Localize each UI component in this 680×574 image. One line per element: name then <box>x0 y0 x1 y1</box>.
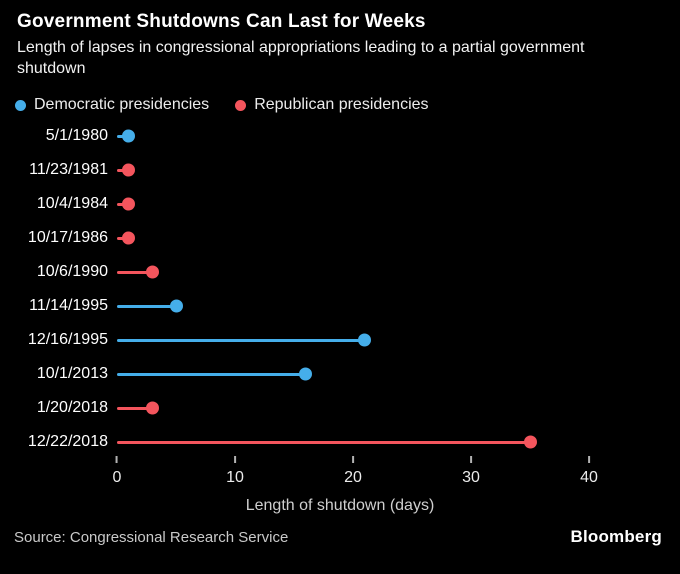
lollipop-stem <box>117 440 530 444</box>
lollipop-stem <box>117 270 153 274</box>
data-point-dot <box>358 333 372 347</box>
category-date-label: 11/23/1981 <box>29 161 108 178</box>
chart-row: 5/1/1980 <box>12 119 668 153</box>
lollipop-stem <box>117 372 306 376</box>
lollipop-chart: 5/1/1980 11/23/1981 10/4/1984 10/17/1986 10/… <box>12 119 668 459</box>
category-date-label: 12/22/2018 <box>27 433 108 450</box>
tick-label: 10 <box>226 469 244 486</box>
bloomberg-logo: Bloomberg <box>570 527 662 546</box>
lollipop-track <box>117 119 668 153</box>
lollipop-track <box>117 187 668 221</box>
data-point-dot <box>145 401 159 415</box>
chart-row: 10/1/2013 <box>12 357 668 391</box>
footer: Source: Congressional Research Service B… <box>14 527 662 547</box>
lollipop-track <box>117 425 668 459</box>
tick-mark <box>469 456 472 463</box>
category-date-label: 10/6/1990 <box>36 263 108 280</box>
category-date-label: 12/16/1995 <box>27 331 108 348</box>
tick-label: 40 <box>580 469 598 486</box>
data-point-dot <box>523 435 537 449</box>
chart-title: Government Shutdowns Can Last for Weeks <box>17 11 426 32</box>
chart-row: 11/14/1995 <box>12 289 668 323</box>
legend-label: Republican presidencies <box>254 96 429 113</box>
chart-row: 10/17/1986 <box>12 221 668 255</box>
republican-dot-icon <box>235 99 247 111</box>
democratic-dot-icon <box>15 99 26 111</box>
category-date-label: 10/1/2013 <box>36 365 108 382</box>
data-point-dot <box>122 129 136 143</box>
lollipop-track <box>117 221 668 255</box>
tick-label: 0 <box>112 469 122 486</box>
data-point-dot <box>122 231 136 245</box>
chart-row: 10/6/1990 <box>12 255 668 289</box>
tick-mark <box>351 456 354 463</box>
data-point-dot <box>299 367 313 381</box>
category-date-label: 1/20/2018 <box>36 399 108 416</box>
x-axis-tick: 30 <box>462 456 480 487</box>
lollipop-track <box>117 357 668 391</box>
category-date-label: 11/14/1995 <box>29 297 108 314</box>
tick-mark <box>587 456 590 463</box>
chart-row: 10/4/1984 <box>12 187 668 221</box>
x-axis-tick: 40 <box>580 456 598 487</box>
chart-row: 12/22/2018 <box>12 425 668 459</box>
lollipop-track <box>117 153 668 187</box>
data-point-dot <box>122 197 136 211</box>
tick-label: 30 <box>462 469 480 486</box>
category-date-label: 5/1/1980 <box>45 127 108 144</box>
chart-row: 12/16/1995 <box>12 323 668 357</box>
lollipop-track <box>117 255 668 289</box>
x-axis-tick: 0 <box>112 456 122 487</box>
lollipop-stem <box>117 406 153 410</box>
chart-row: 11/23/1981 <box>12 153 668 187</box>
chart-subtitle: Length of lapses in congressional approp… <box>17 39 585 77</box>
legend-label: Democratic presidencies <box>34 96 210 113</box>
source-note: Source: Congressional Research Service <box>14 528 289 546</box>
legend-item-democratic: Democratic presidencies <box>15 96 209 114</box>
x-axis: 0 10 20 30 40 <box>113 456 668 492</box>
x-axis-title: Length of shutdown (days) <box>245 497 435 514</box>
tick-label: 20 <box>344 469 362 486</box>
category-date-label: 10/4/1984 <box>36 195 108 212</box>
lollipop-track <box>117 391 668 425</box>
lollipop-stem <box>117 338 365 342</box>
category-date-label: 10/17/1986 <box>27 229 108 246</box>
legend-item-republican: Republican presidencies <box>235 96 429 114</box>
lollipop-stem <box>117 304 176 308</box>
tick-mark <box>233 456 236 463</box>
x-axis-tick: 20 <box>344 456 362 487</box>
chart-rows: 5/1/1980 11/23/1981 10/4/1984 10/17/1986 10/… <box>12 119 668 459</box>
data-point-dot <box>145 265 159 279</box>
chart-row: 1/20/2018 <box>12 391 668 425</box>
data-point-dot <box>169 299 183 313</box>
legend: Democratic presidencies Republican presi… <box>15 96 429 114</box>
x-axis-tick: 10 <box>226 456 244 487</box>
data-point-dot <box>122 163 136 177</box>
tick-mark <box>116 456 118 463</box>
lollipop-track <box>117 323 668 357</box>
lollipop-track <box>117 289 668 323</box>
